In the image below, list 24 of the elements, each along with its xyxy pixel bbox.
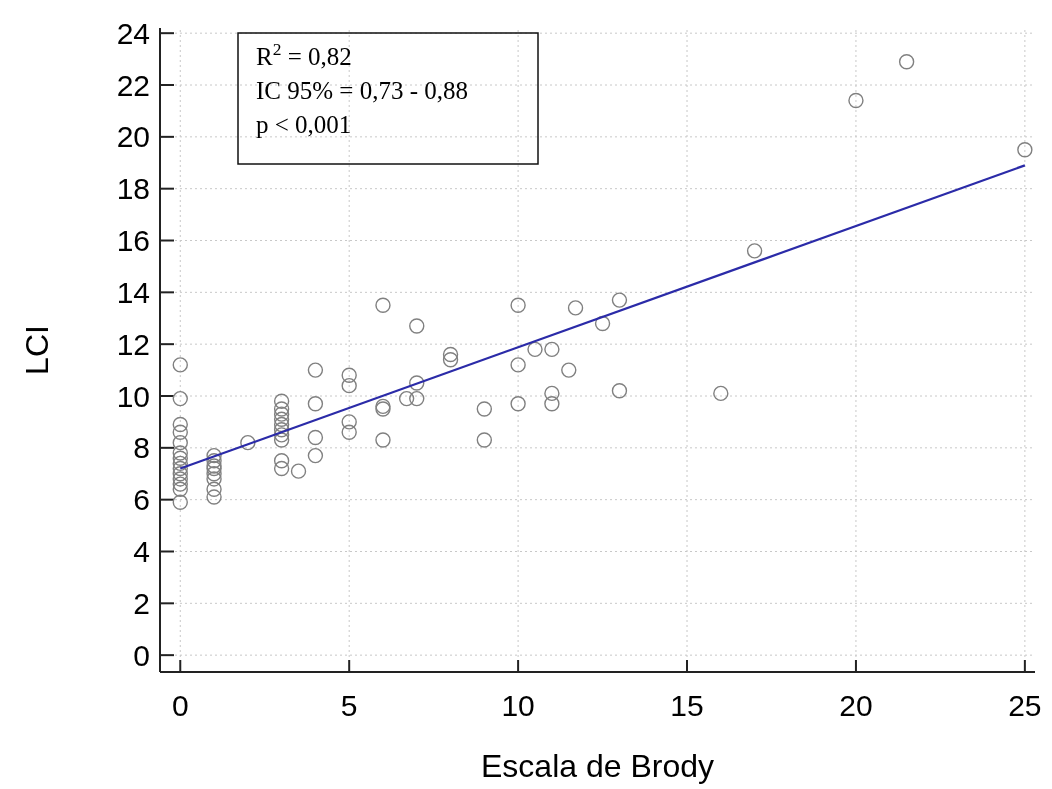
y-tick-label: 14 <box>116 275 150 309</box>
y-tick-label: 12 <box>116 327 150 361</box>
y-tick-label: 8 <box>133 431 150 465</box>
y-tick-label: 22 <box>116 68 150 102</box>
x-tick-label: 25 <box>1008 689 1042 722</box>
annotation: p < 0,001 <box>256 111 352 138</box>
y-tick-label: 0 <box>133 638 150 672</box>
y-tick-label: 2 <box>133 586 150 620</box>
x-axis-title: Escala de Brody <box>480 748 715 784</box>
y-tick-label: 4 <box>133 534 150 568</box>
y-tick-label: 10 <box>116 379 150 413</box>
x-tick-label: 5 <box>340 689 358 722</box>
x-tick-label: 20 <box>839 689 873 722</box>
annotation: R$^{2}$ = 0,82 <box>256 39 352 70</box>
y-axis-title: LCI <box>19 325 55 375</box>
y-tick-label: 20 <box>116 120 150 154</box>
y-tick-label: 24 <box>116 16 150 50</box>
x-tick-label: 15 <box>670 689 704 722</box>
x-tick-label: 10 <box>501 689 535 722</box>
x-tick-label: 0 <box>171 689 189 722</box>
y-tick-label: 6 <box>133 483 150 517</box>
annotation: IC 95% = 0,73 - 0,88 <box>256 77 468 104</box>
y-tick-label: 18 <box>116 172 150 206</box>
y-tick-label: 16 <box>116 224 150 258</box>
